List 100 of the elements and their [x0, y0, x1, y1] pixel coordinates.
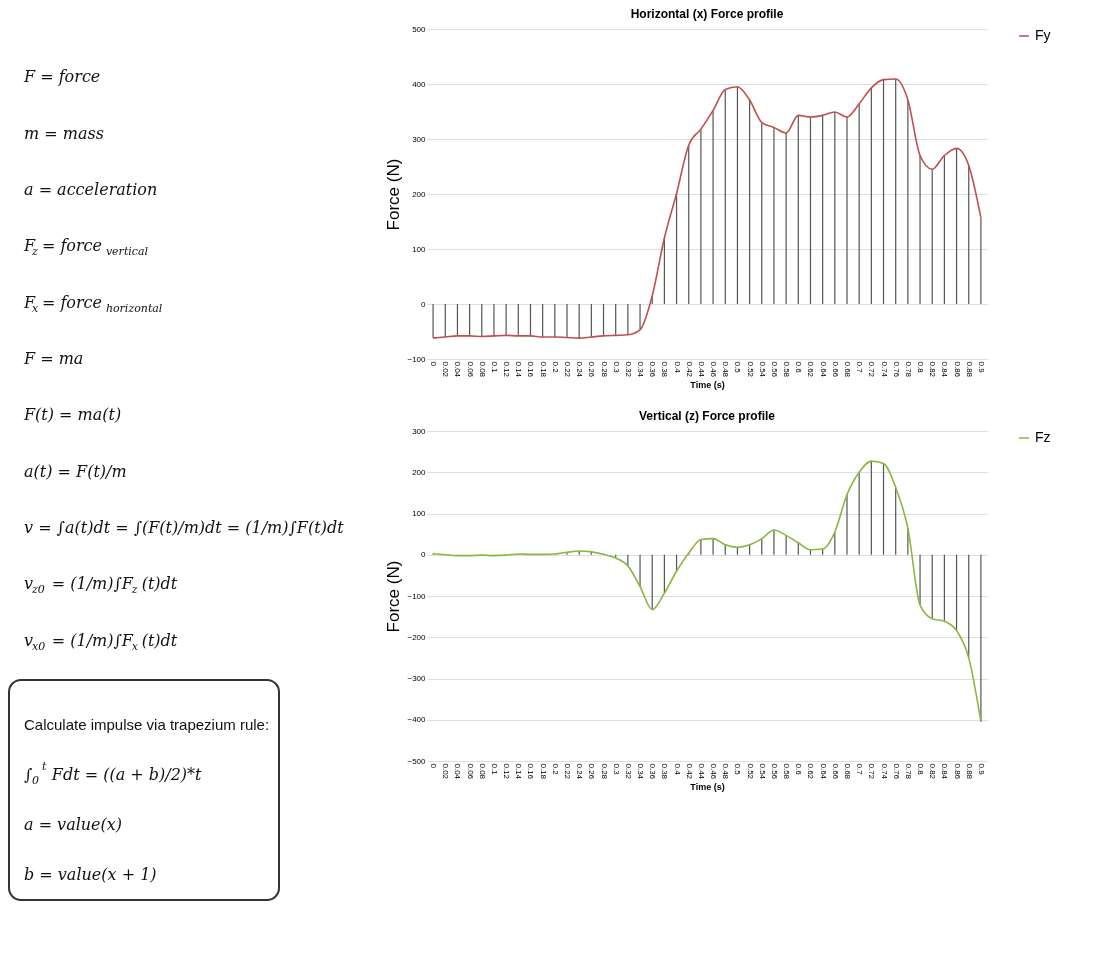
x-tick-label: 0.06 — [465, 763, 475, 780]
text: v = ∫a(t)dt = ∫(F(t)/m)dt = (1/m)∫F(t)dt — [24, 518, 345, 538]
x-tick-label: 0.64 — [818, 763, 828, 780]
x-tick-label: 0.4 — [672, 763, 682, 776]
x-tick-label: 0.08 — [477, 361, 487, 378]
x-tick-label: 0.18 — [538, 763, 548, 780]
x-tick-label: 0.68 — [843, 361, 852, 378]
x-tick-label: 0.5 — [733, 763, 743, 776]
x-tick-label: 0.2 — [550, 763, 560, 776]
x-tick-label: 0.84 — [940, 361, 950, 378]
y-tick-label: −500 — [407, 756, 427, 766]
x-tick-label: 0.86 — [952, 763, 962, 780]
x-tick-label: 0.86 — [952, 361, 962, 378]
x-tick-label: 0.76 — [891, 763, 901, 780]
chart-title: Vertical (z) Force profile — [638, 409, 776, 423]
text: F = force — [23, 67, 101, 87]
x-tick-label: 0.66 — [830, 763, 840, 780]
x-tick-label: 0.78 — [903, 361, 913, 378]
x-tick-label: 0.9 — [976, 361, 986, 374]
x-tick-label: 0.22 — [563, 361, 572, 378]
x-tick-label: 0.38 — [660, 763, 670, 780]
x-tick-label: 0.8 — [916, 361, 926, 374]
line-series — [432, 78, 982, 339]
x-tick-label: 0.52 — [745, 361, 755, 378]
x-tick-label: 0.02 — [441, 763, 451, 780]
x-tick-label: 0.16 — [526, 763, 536, 780]
x-tick-label: 0 — [429, 361, 439, 367]
x-tick-label: 0.46 — [709, 361, 719, 378]
x-axis-title: Time (s) — [690, 782, 725, 793]
y-tick-label: −400 — [407, 715, 427, 725]
y-axis-title: Force (N) — [384, 158, 404, 231]
x-tick-label: 0.04 — [453, 763, 463, 780]
y-tick-label: 100 — [412, 244, 427, 254]
chart-title: Horizontal (x) Force profile — [630, 7, 784, 21]
x-tick-label: 0.2 — [550, 361, 560, 374]
x-tick-label: 0.18 — [538, 361, 548, 378]
x-tick-label: 0.38 — [660, 361, 670, 378]
x-tick-label: 0.08 — [477, 763, 487, 780]
x-tick-label: 0.7 — [855, 763, 865, 776]
text: F = ma — [23, 349, 84, 368]
x-tick-label: 0.68 — [843, 763, 852, 780]
legend-label: Fz — [1035, 429, 1051, 445]
x-tick-label: 0.56 — [769, 361, 779, 378]
x-tick-label: 0.34 — [636, 763, 646, 780]
x-tick-label: 0.54 — [757, 763, 767, 780]
x-tick-label: 0.36 — [648, 763, 658, 780]
x-tick-label: 0.3 — [611, 763, 621, 776]
text: F(t) = ma(t) — [23, 405, 122, 425]
x-tick-label: 0.28 — [599, 763, 609, 780]
x-tick-label: 0.48 — [721, 763, 731, 780]
x-tick-label: 0.44 — [696, 763, 706, 780]
x-tick-label: 0.14 — [514, 763, 524, 780]
x-tick-label: 0.1 — [489, 361, 499, 374]
x-tick-label: 0.82 — [928, 763, 938, 780]
text: a(t) = F(t)/m — [24, 461, 127, 481]
x-tick-label: 0.46 — [709, 763, 719, 780]
x-tick-label: 0.58 — [782, 361, 792, 378]
x-tick-label: 0.6 — [794, 763, 804, 776]
x-tick-label: 0.3 — [611, 361, 621, 374]
x-tick-label: 0.02 — [441, 361, 451, 378]
x-tick-label: 0.88 — [964, 763, 974, 780]
x-tick-label: 0.28 — [599, 361, 609, 378]
x-tick-label: 0.82 — [928, 361, 938, 378]
y-tick-label: 200 — [412, 467, 427, 477]
x-tick-label: 0.26 — [587, 361, 597, 378]
y-tick-label: −100 — [407, 591, 427, 601]
x-tick-label: 0.16 — [526, 361, 536, 378]
x-tick-label: 0.54 — [757, 361, 767, 378]
x-tick-label: 0.12 — [502, 361, 512, 378]
x-tick-label: 0.42 — [684, 361, 694, 378]
y-axis-title: Force (N) — [384, 560, 404, 633]
x-tick-label: 0.52 — [745, 763, 755, 780]
x-tick-label: 0.36 — [648, 361, 658, 378]
text: m = mass — [24, 123, 104, 143]
x-tick-label: 0.64 — [818, 361, 828, 378]
text: b = value(x + 1) — [24, 865, 157, 884]
x-tick-label: 0.74 — [879, 763, 889, 780]
x-tick-label: 0.7 — [855, 361, 865, 374]
y-tick-label: 300 — [412, 134, 427, 144]
x-tick-label: 0.78 — [903, 763, 913, 780]
x-tick-label: 0.1 — [489, 763, 499, 776]
x-tick-label: 0.14 — [514, 361, 524, 378]
x-tick-label: 0.4 — [672, 361, 682, 374]
y-tick-label: 0 — [421, 550, 427, 560]
y-tick-label: 500 — [412, 24, 427, 34]
x-tick-label: 0.44 — [696, 361, 706, 378]
x-axis-title: Time (s) — [690, 380, 725, 391]
x-tick-label: 0.58 — [782, 763, 792, 780]
x-tick-label: 0.32 — [623, 361, 633, 378]
y-tick-label: −100 — [407, 354, 427, 364]
x-tick-label: 0.04 — [453, 361, 463, 378]
y-tick-label: 200 — [412, 189, 427, 199]
x-tick-label: 0.88 — [964, 361, 974, 378]
text: a = value(x) — [24, 815, 123, 834]
x-tick-label: 0 — [429, 763, 439, 769]
x-tick-label: 0.56 — [769, 763, 779, 780]
y-tick-label: 0 — [421, 299, 427, 309]
x-tick-label: 0.34 — [636, 361, 646, 378]
x-tick-label: 0.48 — [721, 361, 731, 378]
x-tick-label: 0.8 — [916, 763, 926, 776]
